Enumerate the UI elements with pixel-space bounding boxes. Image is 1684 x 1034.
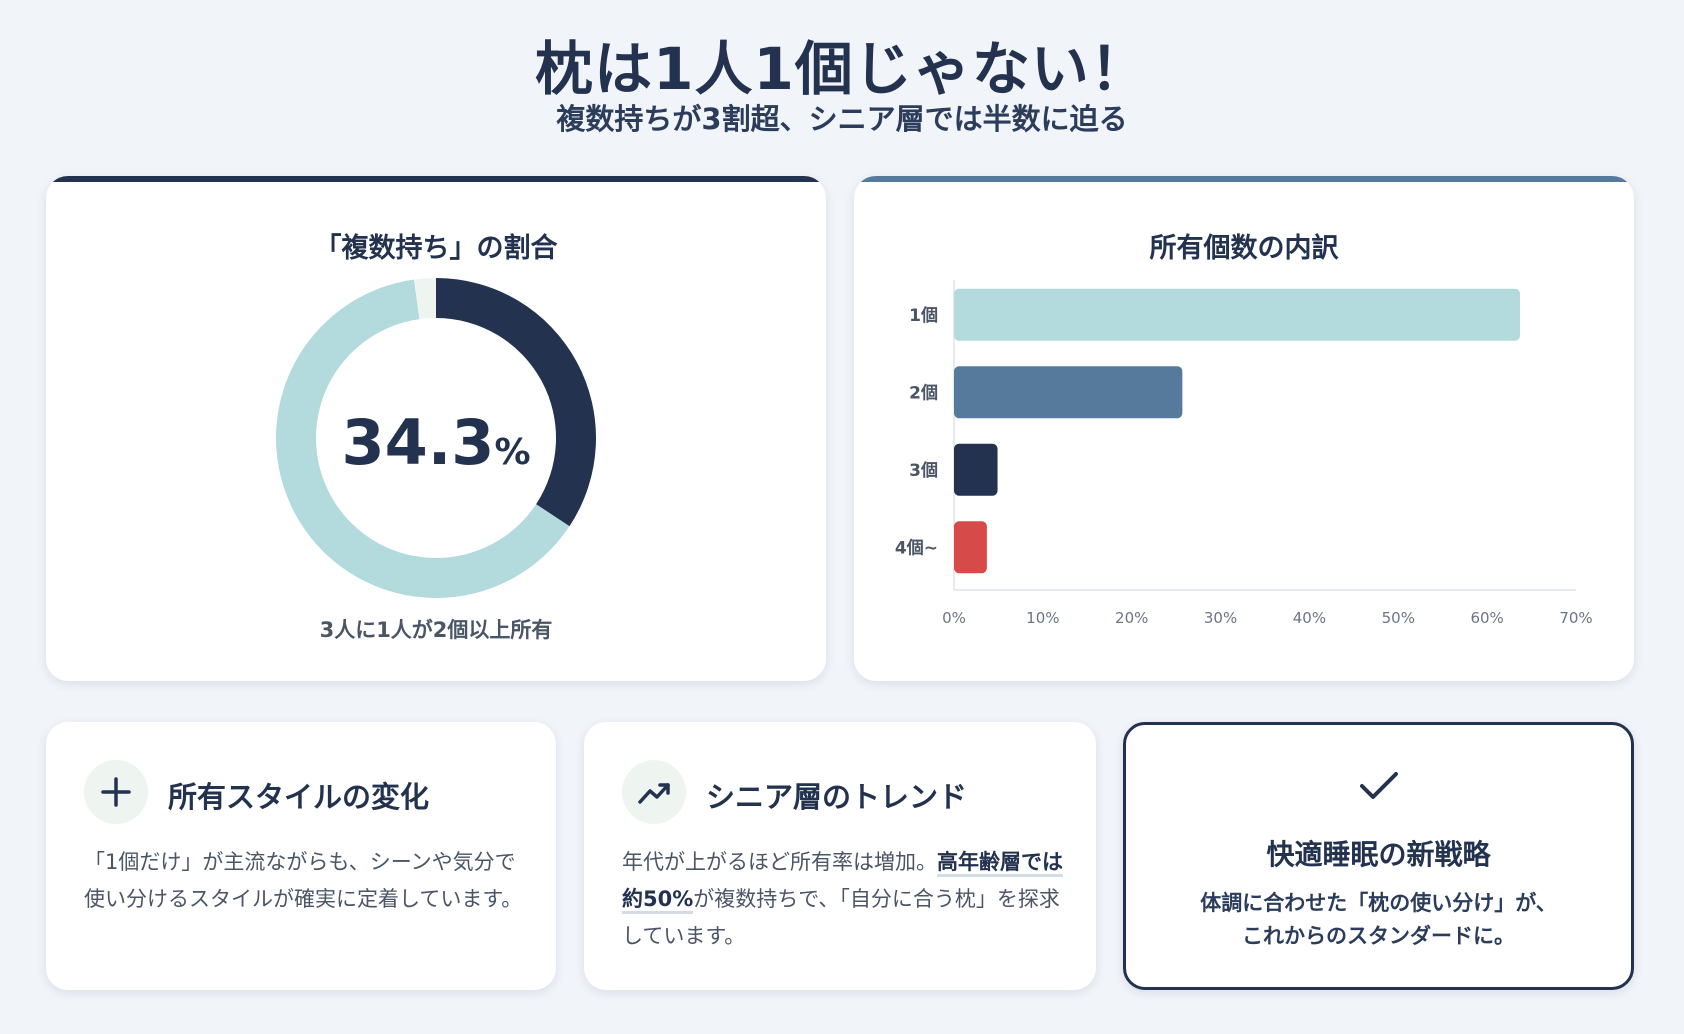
donut-center-unit: %	[494, 432, 531, 473]
donut-slice-0	[436, 278, 596, 527]
x-tick-label: 50%	[1382, 609, 1415, 627]
info-card-senior: シニア層のトレンド 年代が上がるほど所有率は増加。高年齢層では約50%が複数持ち…	[584, 722, 1096, 990]
strategy-body-line: これからのスタンダードに。	[1242, 924, 1515, 948]
bar-3	[954, 521, 987, 574]
body-text-post: が複数持ちで、「自分に合う枕」を探求しています。	[622, 887, 1060, 948]
info-card-body: 年代が上がるほど所有率は増加。高年齢層では約50%が複数持ちで、「自分に合う枕」…	[622, 844, 1066, 955]
x-tick-label: 0%	[942, 609, 966, 627]
info-card-body: 「1個だけ」が主流ながらも、シーンや気分で使い分けるスタイルが確実に定着していま…	[84, 850, 523, 911]
x-tick-label: 30%	[1204, 609, 1237, 627]
donut-title: 「複数持ち」の割合	[314, 233, 558, 264]
info-card-style: 所有スタイルの変化 「1個だけ」が主流ながらも、シーンや気分で使い分けるスタイル…	[46, 722, 556, 990]
x-tick-label: 20%	[1115, 609, 1148, 627]
strategy-title: 快適睡眠の新戦略	[1266, 838, 1491, 871]
page-subtitle: 複数持ちが3割超、シニア層では半数に迫る	[556, 102, 1128, 136]
body-highlight: 高年齢層では約50%	[622, 850, 1063, 914]
bar-card: 所有個数の内訳 1個 2個 3個 4個~ 0% 10% 20% 30% 40% 50% 60% 70%	[854, 176, 1634, 681]
x-tick-label: 40%	[1293, 609, 1326, 627]
bar-chart-title: 所有個数の内訳	[1149, 233, 1339, 264]
card-accent-bar	[46, 176, 826, 182]
x-tick-label: 10%	[1026, 609, 1059, 627]
bar-1	[954, 366, 1183, 419]
card-accent-bar	[854, 176, 1634, 182]
page-title: 枕は1人1個じゃない！	[535, 35, 1149, 103]
donut-slice-2	[413, 278, 436, 320]
y-tick-label: 1個	[909, 305, 938, 326]
strategy-body-line: 体調に合わせた「枕の使い分け」が、	[1200, 891, 1557, 915]
info-card-title: 所有スタイルの変化	[168, 780, 430, 814]
y-tick-label: 4個~	[895, 537, 938, 558]
bar-0	[954, 288, 1521, 341]
x-tick-label: 70%	[1559, 609, 1592, 627]
donut-chart	[276, 278, 596, 598]
info-card-title: シニア層のトレンド	[706, 780, 968, 814]
y-tick-label: 3個	[909, 460, 938, 481]
donut-caption: 3人に1人が2個以上所有	[319, 618, 553, 642]
body-text-pre: 年代が上がるほど所有率は増加。	[622, 850, 937, 874]
donut-center-label: 34.3%	[274, 406, 598, 479]
check-icon	[1360, 772, 1398, 799]
bar-chart: 1個 2個 3個 4個~ 0% 10% 20% 30% 40% 50% 60% 70%	[895, 280, 1593, 627]
y-tick-label: 2個	[909, 382, 938, 403]
trend-up-icon	[622, 760, 686, 824]
x-tick-label: 60%	[1470, 609, 1503, 627]
strategy-body: 体調に合わせた「枕の使い分け」が、 これからのスタンダードに。	[1126, 887, 1631, 953]
plus-icon	[84, 760, 148, 824]
bar-2	[954, 443, 998, 496]
info-card-strategy: 快適睡眠の新戦略 体調に合わせた「枕の使い分け」が、 これからのスタンダードに。	[1123, 722, 1634, 990]
donut-center-value: 34.3	[341, 406, 495, 479]
donut-card: 「複数持ち」の割合 34.3% 3人に1人が2個以上所有	[46, 176, 826, 681]
